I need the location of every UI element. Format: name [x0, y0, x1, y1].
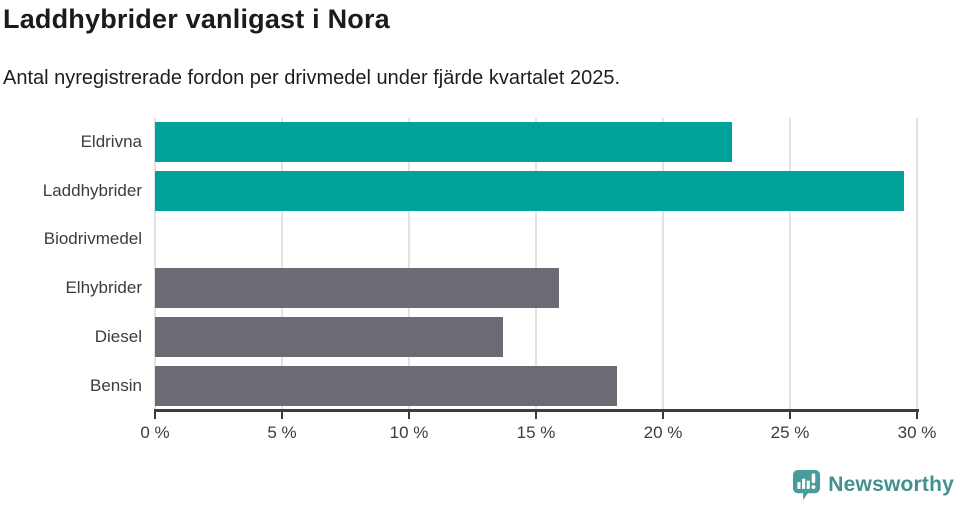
x-tick-0	[154, 412, 156, 419]
x-tick-label-25: 25 %	[770, 423, 810, 442]
gridline-10	[408, 118, 410, 410]
gridline-0	[154, 118, 156, 410]
chart-subtitle: Antal nyregistrerade fordon per drivmede…	[3, 67, 621, 89]
gridline-25	[789, 118, 791, 410]
x-tick-10	[408, 412, 410, 419]
bar-diesel	[155, 316, 503, 357]
brand-footer: Newsworthy	[792, 469, 954, 501]
x-tick-label-10: 10 %	[389, 423, 429, 442]
x-tick-label-5: 5 %	[267, 423, 297, 442]
bar-eldrivna	[155, 122, 732, 162]
x-tick-label-0: 0 %	[140, 423, 170, 442]
bar-laddhybrider	[155, 170, 905, 211]
x-tick-label-20: 20 %	[643, 423, 683, 442]
x-tick-label-30: 30 %	[897, 423, 937, 442]
bar-bensin	[155, 365, 618, 406]
chart-title: Laddhybrider vanligast i Nora	[3, 4, 390, 34]
newsworthy-logo-icon	[792, 469, 821, 501]
brand-name: Newsworthy	[828, 473, 954, 496]
x-axis-line	[154, 409, 919, 412]
category-label-biodrivmedel: Biodrivmedel	[43, 229, 142, 249]
category-label-elhybrider: Elhybrider	[65, 278, 142, 298]
x-tick-30	[916, 412, 918, 419]
gridline-15	[535, 118, 537, 410]
x-tick-20	[662, 412, 664, 419]
x-tick-label-15: 15 %	[516, 423, 556, 442]
gridline-20	[662, 118, 664, 410]
x-tick-15	[535, 412, 537, 419]
category-label-eldrivna: Eldrivna	[80, 132, 142, 151]
x-tick-5	[281, 412, 283, 419]
x-tick-25	[789, 412, 791, 419]
category-label-laddhybrider: Laddhybrider	[42, 180, 142, 200]
category-label-diesel: Diesel	[94, 326, 142, 346]
gridline-5	[281, 118, 283, 410]
gridline-30	[916, 118, 918, 410]
bar-elhybrider	[155, 268, 559, 309]
category-label-bensin: Bensin	[90, 375, 142, 395]
